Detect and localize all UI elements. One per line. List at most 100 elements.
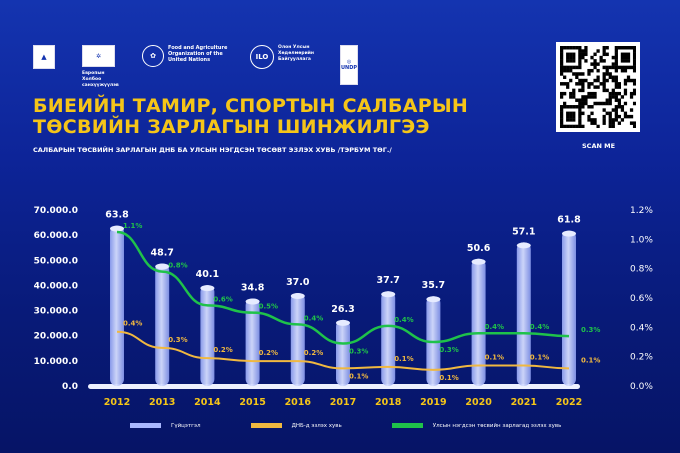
x-axis-tick: 2013 [149,397,175,408]
legend-swatch [391,423,423,428]
left-axis-tick: 70.000.0 [34,206,78,216]
bar-cap [200,285,215,292]
bar [200,285,215,386]
legend-swatch [250,423,282,428]
gdp-line-label: 0.2% [213,346,232,354]
bar [562,230,576,386]
mongolia-ministry-logo: ▲ [33,45,55,69]
left-axis-tick: 20.000.0 [34,332,78,342]
undp-icon: ◎ UNDP [340,45,358,85]
eu-stars-icon: ✲ [82,45,115,67]
left-axis-tick: 10.000.0 [34,357,78,367]
budget-line-label: 0.8% [168,262,187,270]
ilo-logo: ILO Олон Улсын Хөдөлмөрийн Байгууллага [250,45,318,69]
bar-value-label: 40.1 [196,269,219,280]
bar-value-label: 57.1 [512,226,535,237]
right-axis-tick: 0.2% [630,353,653,363]
gdp-line-label: 0.4% [123,320,142,328]
gdp-line-label: 0.2% [259,349,278,357]
title-line-2: ТӨСВИЙН ЗАРЛАГЫН ШИНЖИЛГЭЭ [33,116,430,138]
legend-label: ДНБ-д эзлэх хувь [291,423,342,429]
baseline [88,384,580,389]
bar-value-label: 37.7 [376,275,399,286]
gdp-line-label: 0.1% [485,353,504,361]
bar [155,263,170,386]
left-axis-tick: 0.0 [62,382,78,392]
gdp-line-label: 0.1% [394,355,413,363]
ilo-logo-text: Олон Улсын Хөдөлмөрийн Байгууллага [278,45,314,62]
bar-value-label: 37.0 [286,277,310,288]
ilo-emblem-icon: ILO [250,45,274,69]
bar-cap [110,225,124,232]
undp-text: UNDP [340,65,358,71]
qr-code[interactable] [556,42,640,132]
x-axis-tick: 2015 [239,397,265,408]
gdp-line-label: 0.1% [581,356,600,364]
fao-logo: ✿ Food and Agriculture Organization of t… [142,45,228,67]
left-axis-tick: 40.000.0 [34,281,78,291]
legend-item-execution: Гүйцэтгэл [130,423,201,429]
gdp-line-label: 0.3% [168,336,187,344]
gdp-line-label: 0.1% [439,374,458,382]
legend-label: Гүйцэтгэл [171,423,201,429]
budget-line-label: 0.3% [439,346,458,354]
bar-value-label: 48.7 [150,248,173,259]
gdp-line-label: 0.1% [349,372,368,380]
scan-me-label: SCAN ME [582,142,616,150]
x-axis-tick: 2021 [511,397,537,408]
bar [290,292,305,386]
x-axis-tick: 2018 [375,397,402,408]
title-line-1: БИЕИЙН ТАМИР, СПОРТЫН САЛБАРЫН [33,95,469,117]
bar-value-label: 50.6 [467,243,491,254]
fao-logo-text: Food and Agriculture Organization of the… [168,45,228,63]
bar-value-label: 34.8 [241,283,265,294]
bar [516,242,531,386]
right-axis-tick: 0.0% [630,382,653,392]
right-axis-tick: 0.4% [630,323,653,333]
x-axis-tick: 2017 [330,397,356,408]
bar-cap [562,230,576,237]
right-axis-tick: 0.6% [630,294,653,304]
gdp-line-label: 0.2% [304,349,323,357]
chart-legend: Гүйцэтгэл ДНБ-д эзлэх хувь Улсын нэгдсэн… [130,423,561,429]
qr-code-icon [560,46,637,129]
bar-cap [155,263,170,270]
x-axis-tick: 2020 [465,397,492,408]
bar-cap [381,291,396,298]
right-axis-tick: 1.2% [630,206,653,216]
eu-logo-text: Европын Холбоо санхүүжүүлэв [82,71,119,88]
bar-cap [516,242,531,249]
budget-line-label: 0.3% [349,347,368,355]
budget-line-label: 0.3% [581,326,600,334]
chart-subtitle: САЛБАРЫН ТӨСВИЙН ЗАРЛАГЫН ДНБ БА УЛСЫН Н… [33,146,392,154]
right-axis-tick: 1.0% [630,235,653,245]
bar-cap [426,296,441,303]
x-axis-tick: 2022 [556,397,582,408]
bar-cap [336,319,350,326]
bar-value-label: 26.3 [331,304,354,315]
bar-value-label: 63.8 [105,210,129,221]
page-title: БИЕИЙН ТАМИР, СПОРТЫН САЛБАРЫН ТӨСВИЙН З… [33,96,468,138]
x-axis-tick: 2019 [420,397,446,408]
budget-line-label: 0.4% [304,314,323,322]
bar [381,291,396,386]
budget-line-label: 0.4% [530,323,549,331]
legend-item-budget: Улсын нэгдсэн төсвийн зарлагад эзлэх хув… [391,423,562,429]
bar-cap [245,298,260,305]
gdp-line [116,330,570,371]
legend-label: Улсын нэгдсэн төсвийн зарлагад эзлэх хув… [432,423,562,429]
budget-line-label: 1.1% [123,222,142,230]
fao-wheat-icon: ✿ [142,45,164,67]
bar-cap [471,258,486,265]
legend-item-gdp: ДНБ-д эзлэх хувь [250,423,342,429]
gdp-line-label: 0.1% [530,353,549,361]
bar [336,319,350,386]
budget-line-label: 0.4% [394,316,413,324]
bar-value-label: 61.8 [557,215,581,226]
budget-line-label: 0.6% [213,295,232,303]
x-axis-tick: 2012 [104,397,130,408]
bar [245,298,260,386]
x-axis-tick: 2014 [194,397,221,408]
right-axis-tick: 0.8% [630,265,653,275]
